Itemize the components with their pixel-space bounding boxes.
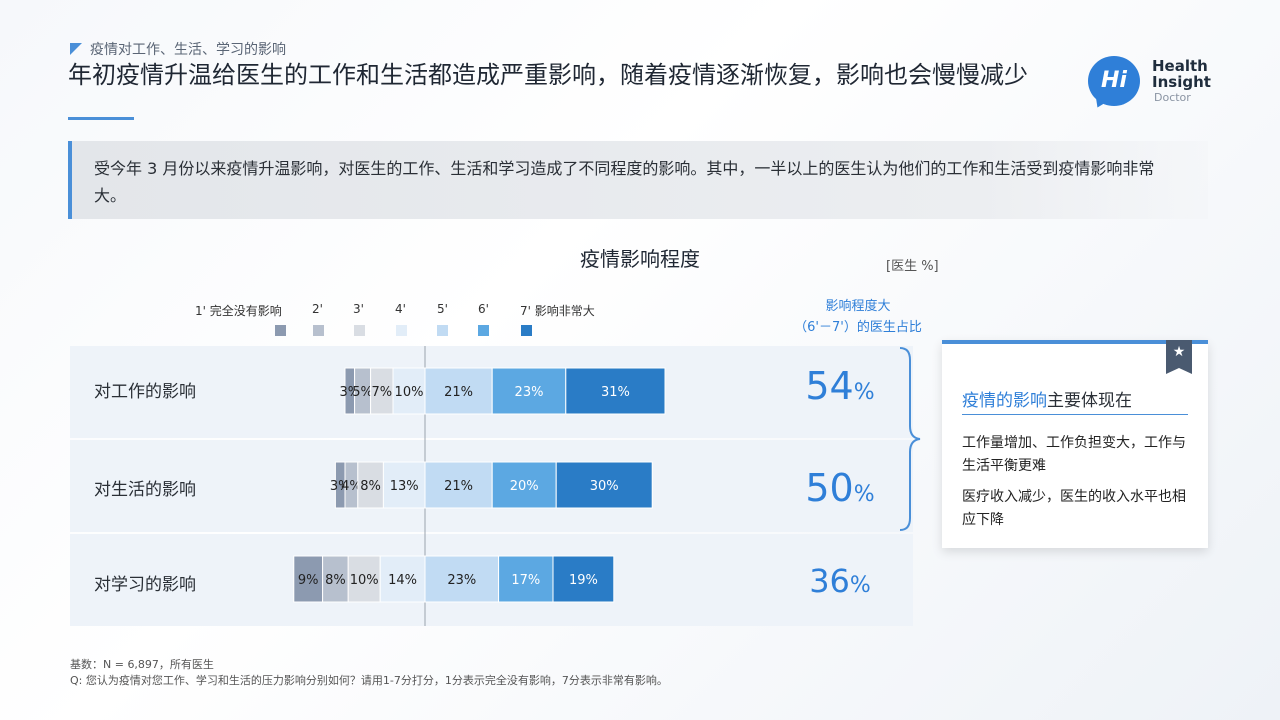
- top2-number: 54: [805, 364, 854, 408]
- section-label: 疫情对工作、生活、学习的影响: [70, 39, 286, 59]
- page-title: 年初疫情升温给医生的工作和生活都造成严重影响，随着疫情逐渐恢复，影响也会慢慢减少: [68, 61, 1028, 89]
- legend-swatch: [437, 325, 448, 336]
- legend-label: 1' 完全没有影响: [195, 304, 282, 318]
- title-underline: [68, 117, 134, 120]
- top2-value: 50%: [780, 466, 900, 510]
- legend-label: 5': [437, 302, 448, 316]
- logo-badge: Hi: [1088, 56, 1140, 106]
- legend-swatch: [478, 325, 489, 336]
- top2-value: 36%: [780, 562, 900, 600]
- top2-percent-sign: %: [853, 380, 875, 405]
- top2-number: 36: [809, 562, 850, 600]
- insight-heading: 疫情的影响主要体现在: [962, 386, 1132, 411]
- category-label: 对工作的影响: [94, 382, 196, 402]
- insight-card: ★ 疫情的影响主要体现在 工作量增加、工作负担变大，工作与生活平衡更难 医疗收入…: [942, 340, 1208, 548]
- chart-title: 疫情影响程度: [580, 247, 700, 271]
- footnote-question: Q: 您认为疫情对您工作、学习和生活的压力影响分别如何？请用1-7分打分，1分表…: [70, 674, 668, 687]
- top2-percent-sign: %: [849, 573, 871, 598]
- legend-label: 6': [478, 302, 489, 316]
- legend-label: 4': [395, 302, 406, 316]
- legend-swatch: [313, 325, 324, 336]
- category-label: 对生活的影响: [94, 480, 196, 500]
- star-icon: ★: [1166, 340, 1192, 374]
- logo-line-3: Doctor: [1154, 91, 1191, 104]
- top2-header-line-1: 影响程度大: [825, 299, 891, 314]
- legend-label: 2': [312, 302, 323, 316]
- legend-swatch: [521, 325, 532, 336]
- health-insight-logo: Hi Health Insight Doctor: [1088, 56, 1218, 112]
- insight-heading-rest: 主要体现在: [1047, 391, 1132, 411]
- top2-percent-sign: %: [853, 482, 875, 507]
- legend-label: 7' 影响非常大: [520, 304, 595, 318]
- top2-header: 影响程度大 （6'－7'）的医生占比: [770, 296, 946, 338]
- legend-swatch: [275, 325, 286, 336]
- summary-box: 受今年 3 月份以来疫情升温影响，对医生的工作、生活和学习造成了不同程度的影响。…: [68, 141, 1208, 219]
- legend-swatch: [396, 325, 407, 336]
- curly-brace-icon: [899, 347, 921, 531]
- insight-divider: [962, 414, 1188, 415]
- legend-label: 3': [353, 302, 364, 316]
- insight-point-1: 工作量增加、工作负担变大，工作与生活平衡更难: [962, 435, 1186, 474]
- footnote-base: 基数：N = 6,897，所有医生: [70, 658, 214, 671]
- triangle-icon: [70, 43, 82, 55]
- logo-line-2: Insight: [1152, 73, 1211, 91]
- insight-point-2: 医疗收入减少，医生的收入水平也相应下降: [962, 489, 1186, 528]
- section-label-text: 疫情对工作、生活、学习的影响: [90, 42, 286, 58]
- logo-line-1: Health: [1152, 57, 1208, 75]
- top2-header-line-2: （6'－7'）的医生占比: [794, 320, 922, 335]
- chart-unit: [医生 %]: [886, 259, 939, 274]
- category-label: 对学习的影响: [94, 575, 196, 595]
- top2-value: 54%: [780, 364, 900, 408]
- legend-swatch: [354, 325, 365, 336]
- insight-heading-highlight: 疫情的影响: [962, 391, 1047, 411]
- top2-number: 50: [805, 466, 854, 510]
